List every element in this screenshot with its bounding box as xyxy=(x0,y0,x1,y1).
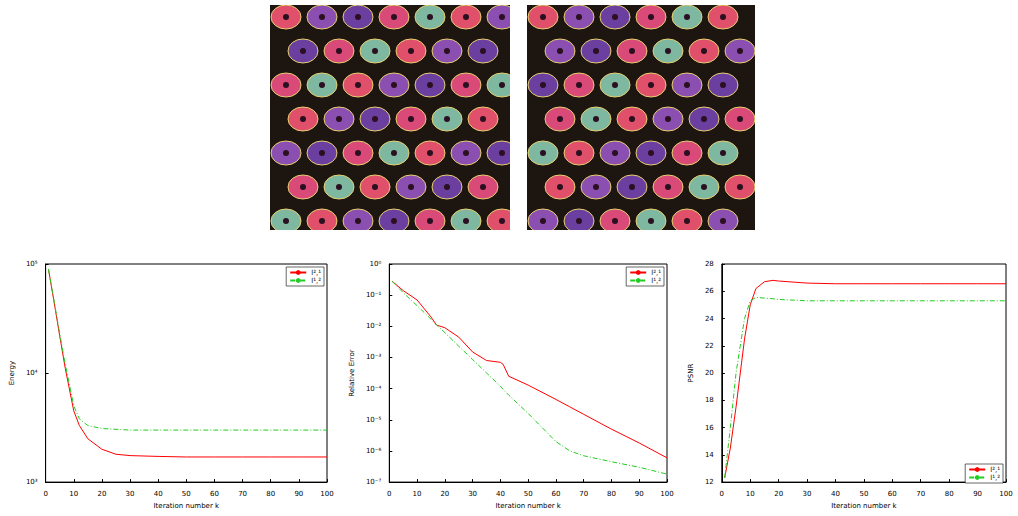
svg-text:10: 10 xyxy=(69,490,78,498)
svg-text:100: 100 xyxy=(660,490,673,498)
svg-text:12: 12 xyxy=(705,478,714,486)
svg-text:80: 80 xyxy=(945,490,954,498)
svg-text:20: 20 xyxy=(774,490,783,498)
svg-text:10: 10 xyxy=(746,490,755,498)
svg-text:80: 80 xyxy=(607,490,616,498)
svg-text:60: 60 xyxy=(551,490,560,498)
svg-text:10⁻⁵: 10⁻⁵ xyxy=(366,416,382,424)
svg-text:40: 40 xyxy=(154,490,163,498)
svg-text:Relative Error: Relative Error xyxy=(348,349,356,397)
svg-text:50: 50 xyxy=(182,490,191,498)
svg-text:10⁻⁷: 10⁻⁷ xyxy=(366,478,382,486)
svg-text:50: 50 xyxy=(524,490,533,498)
svg-text:26: 26 xyxy=(705,287,714,295)
svg-text:40: 40 xyxy=(831,490,840,498)
svg-text:80: 80 xyxy=(266,490,275,498)
svg-text:l¹,²: l¹,² xyxy=(311,277,321,285)
svg-text:10³: 10³ xyxy=(26,478,38,486)
svg-text:PSNR: PSNR xyxy=(687,364,695,383)
svg-text:30: 30 xyxy=(803,490,812,498)
svg-text:30: 30 xyxy=(126,490,135,498)
svg-text:10⁻²: 10⁻² xyxy=(366,322,382,330)
svg-text:100: 100 xyxy=(999,490,1012,498)
svg-text:10⁻¹: 10⁻¹ xyxy=(366,291,382,299)
svg-text:20: 20 xyxy=(97,490,106,498)
svg-text:10⁰: 10⁰ xyxy=(370,260,382,268)
svg-text:70: 70 xyxy=(238,490,247,498)
svg-text:10⁻³: 10⁻³ xyxy=(366,353,382,361)
svg-text:16: 16 xyxy=(705,424,714,432)
svg-text:20: 20 xyxy=(440,490,449,498)
svg-text:30: 30 xyxy=(468,490,477,498)
svg-text:10⁴: 10⁴ xyxy=(26,369,38,377)
svg-text:10⁵: 10⁵ xyxy=(26,260,38,268)
svg-text:Energy: Energy xyxy=(8,361,16,386)
svg-text:20: 20 xyxy=(705,369,714,377)
svg-text:10⁻⁶: 10⁻⁶ xyxy=(366,447,382,455)
svg-text:90: 90 xyxy=(973,490,982,498)
svg-text:l¹,²: l¹,² xyxy=(651,277,661,285)
svg-text:18: 18 xyxy=(705,396,714,404)
svg-text:100: 100 xyxy=(320,490,333,498)
svg-text:24: 24 xyxy=(705,315,714,323)
svg-text:70: 70 xyxy=(579,490,588,498)
svg-text:0: 0 xyxy=(720,490,724,498)
svg-text:10: 10 xyxy=(413,490,422,498)
svg-text:Iteration number k: Iteration number k xyxy=(831,502,897,510)
svg-text:22: 22 xyxy=(705,342,714,350)
svg-text:Iteration number k: Iteration number k xyxy=(495,502,561,510)
svg-text:14: 14 xyxy=(705,451,714,459)
svg-text:0: 0 xyxy=(43,490,47,498)
svg-text:60: 60 xyxy=(888,490,897,498)
svg-text:90: 90 xyxy=(294,490,303,498)
svg-text:90: 90 xyxy=(635,490,644,498)
svg-text:0: 0 xyxy=(387,490,391,498)
svg-text:60: 60 xyxy=(210,490,219,498)
svg-text:l¹,²: l¹,² xyxy=(990,474,1000,482)
svg-text:l²,¹: l²,¹ xyxy=(990,466,1000,474)
svg-text:50: 50 xyxy=(859,490,868,498)
svg-text:28: 28 xyxy=(705,260,714,268)
svg-text:40: 40 xyxy=(496,490,505,498)
svg-text:70: 70 xyxy=(916,490,925,498)
svg-text:l²,¹: l²,¹ xyxy=(311,269,321,277)
svg-text:10⁻⁴: 10⁻⁴ xyxy=(366,385,382,393)
svg-text:Iteration number k: Iteration number k xyxy=(154,502,220,510)
svg-text:l²,¹: l²,¹ xyxy=(651,269,661,277)
